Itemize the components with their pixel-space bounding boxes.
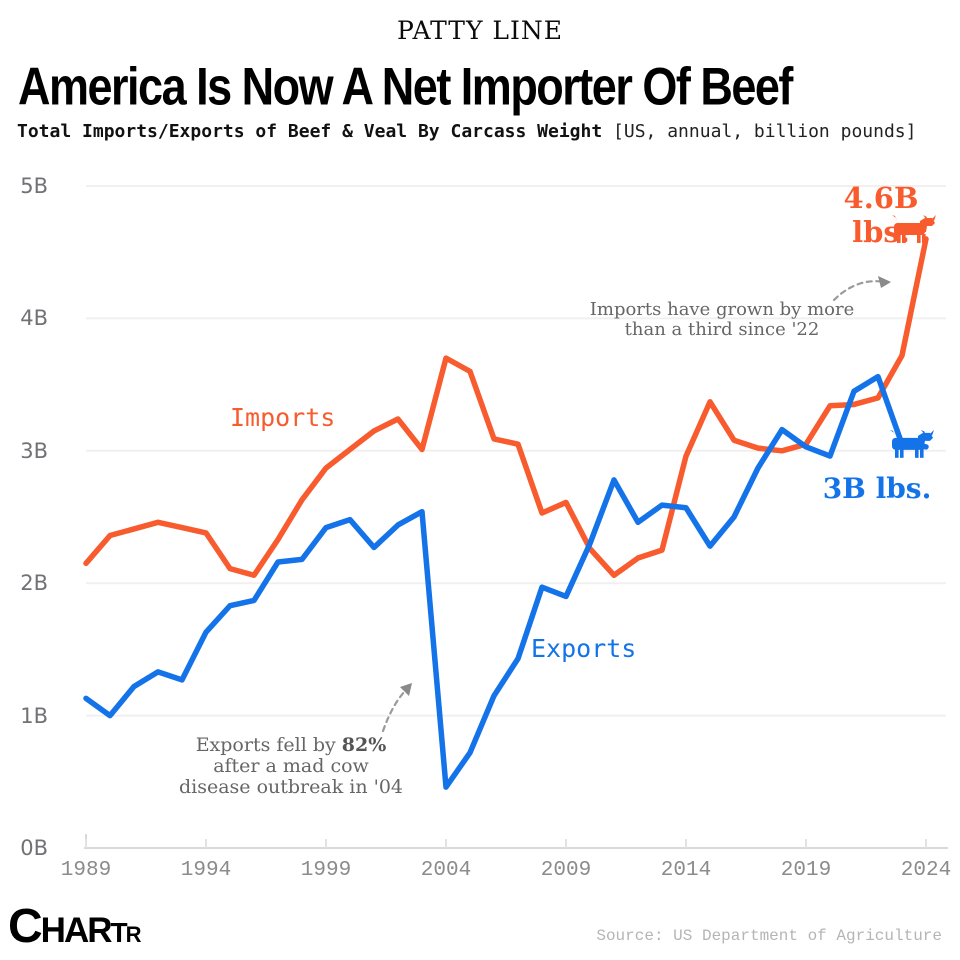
exports-annotation-bold: 82% — [341, 734, 387, 756]
exports-annotation-line1: Exports fell by — [195, 734, 342, 756]
imports-annotation-line2: than a third since '22 — [624, 319, 820, 340]
y-tick-label: 2B — [20, 571, 48, 596]
imports-line — [83, 236, 929, 579]
y-tick-label: 0B — [20, 836, 48, 860]
logo-letter: H — [40, 911, 66, 950]
exports-line — [83, 373, 929, 790]
imports-series-label: Imports — [230, 403, 336, 432]
exports-series-label: Exports — [531, 634, 637, 663]
subtitle-units: [US, annual, billion pounds] — [613, 121, 917, 142]
y-tick-label: 1B — [20, 703, 48, 728]
x-tick-label: 2019 — [780, 859, 832, 882]
kicker: PATTY LINE — [396, 16, 564, 45]
chart-subtitle: Total Imports/Exports of Beef & Veal By … — [17, 121, 957, 142]
x-tick-label: 2014 — [660, 859, 712, 882]
logo-letter: C — [8, 900, 43, 953]
logo-letter: R — [87, 911, 112, 950]
x-tick-label: 2009 — [540, 859, 592, 882]
x-tick-label: 1989 — [60, 859, 112, 882]
logo-letter: A — [63, 911, 89, 950]
gridlines — [84, 185, 948, 849]
imports-annotation: Imports have grown by more than a third … — [572, 300, 872, 340]
exports-annotation-arrow — [381, 683, 412, 733]
exports-annotation: Exports fell by 82% after a mad cow dise… — [161, 735, 421, 798]
x-tick-label: 1999 — [300, 859, 352, 882]
y-tick-label: 3B — [20, 438, 48, 463]
chartr-logo: CHARTR — [8, 903, 142, 957]
exports-annotation-line3: disease outbreak in '04 — [178, 776, 404, 798]
x-tick-label: 2004 — [420, 859, 472, 882]
logo-letter: T — [110, 917, 128, 948]
end-markers — [890, 214, 936, 458]
page-title: America Is Now A Net Importer Of Beef — [18, 56, 793, 117]
x-tick-label: 2024 — [900, 859, 952, 882]
y-tick-label: 4B — [20, 306, 48, 331]
imports-annotation-arrow — [832, 276, 891, 302]
subtitle-main: Total Imports/Exports of Beef & Veal By … — [17, 121, 614, 142]
y-tick-label: 5B — [20, 174, 48, 198]
exports-end-value-label: 3B lbs. — [822, 472, 932, 505]
x-tick-label: 1994 — [180, 859, 232, 882]
imports-annotation-line1: Imports have grown by more — [589, 299, 855, 320]
imports-end-value-label: 4.6B lbs. — [843, 181, 919, 249]
source-credit: Source: US Department of Agriculture — [596, 927, 942, 945]
logo-letter: R — [125, 922, 142, 947]
exports-annotation-line2: after a mad cow — [213, 755, 369, 777]
data-series — [83, 236, 929, 790]
